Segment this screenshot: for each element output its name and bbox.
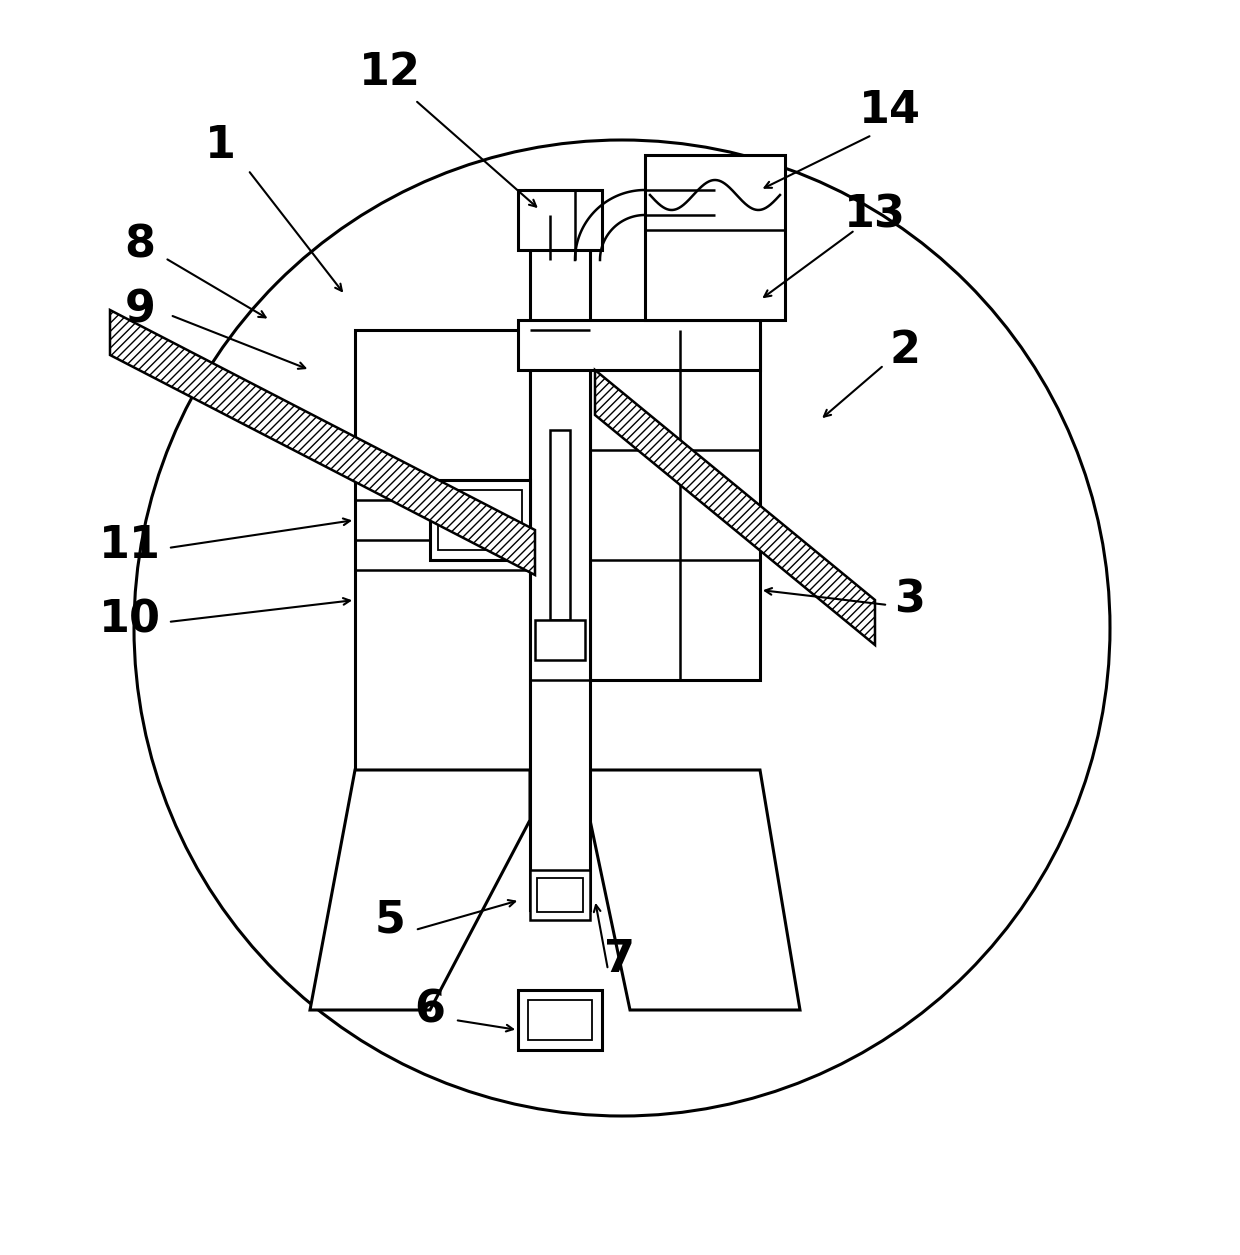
Polygon shape (310, 771, 529, 1010)
Polygon shape (529, 200, 590, 910)
Polygon shape (430, 479, 529, 560)
Polygon shape (518, 320, 760, 370)
Text: 6: 6 (414, 989, 445, 1032)
Text: 1: 1 (205, 123, 236, 167)
Text: 10: 10 (99, 599, 161, 641)
Polygon shape (590, 771, 800, 1010)
Text: 2: 2 (889, 329, 920, 371)
Polygon shape (518, 990, 601, 1050)
Text: 9: 9 (124, 289, 155, 331)
Text: 3: 3 (894, 579, 925, 621)
Text: 5: 5 (374, 899, 405, 941)
Text: 11: 11 (99, 523, 161, 566)
Polygon shape (355, 330, 529, 771)
Polygon shape (534, 620, 585, 660)
Circle shape (134, 141, 1110, 1116)
Polygon shape (528, 1000, 591, 1040)
Text: 8: 8 (124, 223, 155, 266)
Polygon shape (110, 310, 534, 575)
Polygon shape (590, 330, 760, 680)
Polygon shape (645, 156, 785, 320)
Polygon shape (551, 430, 570, 620)
Text: 12: 12 (360, 50, 422, 94)
Polygon shape (595, 370, 875, 645)
Polygon shape (529, 870, 590, 920)
Text: 13: 13 (844, 193, 906, 236)
Text: 14: 14 (859, 89, 921, 132)
Polygon shape (518, 190, 601, 250)
Polygon shape (537, 878, 583, 912)
Polygon shape (438, 489, 522, 550)
Text: 7: 7 (604, 939, 635, 981)
